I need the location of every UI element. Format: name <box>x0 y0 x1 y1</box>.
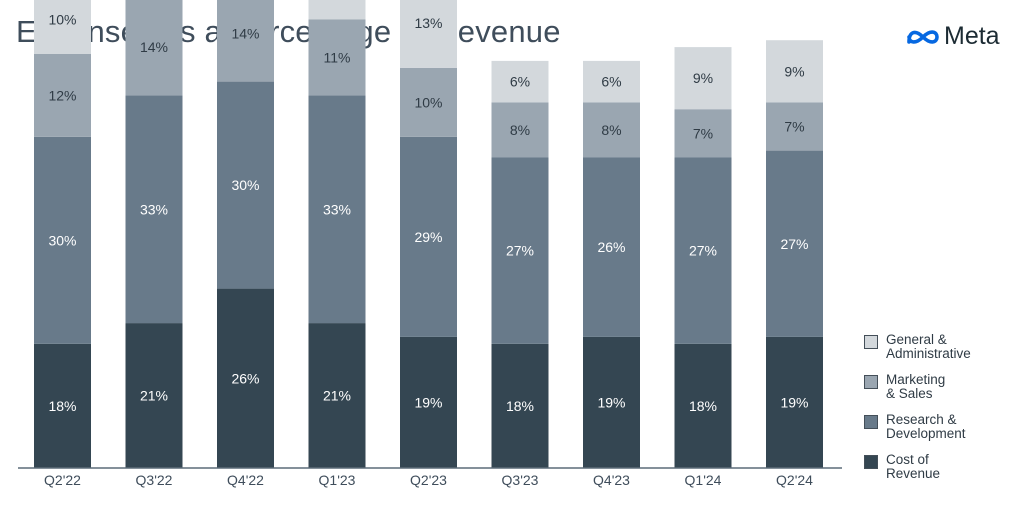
bar-segment-cost_of_revenue <box>491 343 549 468</box>
data-label: 19% <box>780 394 808 410</box>
data-label: 21% <box>140 388 168 404</box>
data-label: 18% <box>689 398 717 414</box>
data-label: 11% <box>324 49 351 65</box>
bar-segment-research_dev <box>125 95 183 324</box>
data-label: 27% <box>506 243 534 259</box>
data-label: 29% <box>414 229 442 245</box>
legend-swatch <box>864 335 878 349</box>
data-label: 7% <box>693 125 713 141</box>
data-label: 8% <box>601 122 621 138</box>
legend-swatch <box>864 375 878 389</box>
x-tick-label: Q3'23 <box>502 472 539 488</box>
brand-logo: Meta <box>906 22 1000 51</box>
bar-segment-cost_of_revenue <box>583 336 640 468</box>
legend-item-marketing_sales: Marketing & Sales <box>864 373 945 401</box>
bar-segment-general_admin <box>491 60 549 103</box>
legend-label: Cost of Revenue <box>886 452 941 481</box>
bar-segment-marketing_sales <box>491 102 549 158</box>
data-label: 26% <box>231 370 259 386</box>
bar-segment-marketing_sales <box>125 0 183 96</box>
bar-segment-research_dev <box>491 157 549 344</box>
data-label: 27% <box>689 243 717 259</box>
bar-segment-cost_of_revenue <box>217 288 274 468</box>
bar-segment-cost_of_revenue <box>400 336 457 468</box>
x-tick-label: Q4'22 <box>227 472 264 488</box>
data-label: 9% <box>693 70 713 86</box>
x-tick-label: Q4'23 <box>593 472 630 488</box>
bar-segment-cost_of_revenue <box>125 323 183 468</box>
data-label: 19% <box>414 394 442 410</box>
x-tick-label: Q2'24 <box>776 472 813 488</box>
legend-swatch <box>864 415 878 429</box>
page-title: Expenses as a Percentage of Revenue <box>16 14 561 49</box>
bar-segment-marketing_sales <box>766 102 823 151</box>
bar-segment-marketing_sales <box>400 67 457 137</box>
bar-segment-general_admin <box>674 47 732 110</box>
bar-segment-cost_of_revenue <box>674 343 732 468</box>
data-label: 6% <box>510 74 530 90</box>
brand-name: Meta <box>944 22 1000 50</box>
bar-segment-research_dev <box>766 150 823 337</box>
bar-segment-cost_of_revenue <box>34 343 91 468</box>
data-label: 14% <box>140 39 168 55</box>
bar-segment-marketing_sales <box>217 0 274 82</box>
bar-segment-general_admin <box>308 0 366 20</box>
legend-swatch <box>864 455 878 469</box>
data-label: 18% <box>506 398 534 414</box>
data-label: 10% <box>414 94 442 110</box>
data-label: 12% <box>48 87 76 103</box>
bar-segment-research_dev <box>217 81 274 289</box>
data-label: 8% <box>510 122 530 138</box>
data-label: 13% <box>414 15 442 31</box>
data-label: 30% <box>48 232 76 248</box>
data-label: 21% <box>323 388 351 404</box>
meta-infinity-logo-icon <box>907 29 939 44</box>
bar-segment-general_admin <box>34 0 91 54</box>
legend-item-general_admin: General & Administrative <box>864 333 971 361</box>
data-label: 10% <box>48 12 76 28</box>
bar-segment-cost_of_revenue <box>766 336 823 468</box>
data-label: 6% <box>601 74 621 90</box>
bar-segment-research_dev <box>400 136 457 337</box>
bar-segment-research_dev <box>674 157 732 344</box>
data-label: 33% <box>323 201 351 217</box>
x-tick-label: Q1'23 <box>319 472 356 488</box>
legend-label: General & Administrative <box>886 332 971 361</box>
data-label: 7% <box>784 118 804 134</box>
data-label: 33% <box>140 201 168 217</box>
bar-segment-general_admin <box>766 40 823 103</box>
x-tick-label: Q2'23 <box>410 472 447 488</box>
bar-segment-marketing_sales <box>674 109 732 158</box>
data-label: 18% <box>48 398 76 414</box>
legend-item-research_dev: Research & Development <box>864 413 966 441</box>
data-label: 14% <box>231 25 259 41</box>
bar-segment-cost_of_revenue <box>308 323 366 468</box>
bar-segment-research_dev <box>583 157 640 337</box>
x-tick-label: Q1'24 <box>685 472 722 488</box>
legend-label: Research & Development <box>886 412 966 441</box>
data-label: 27% <box>780 236 808 252</box>
bar-segment-research_dev <box>308 95 366 324</box>
x-tick-label: Q3'22 <box>136 472 173 488</box>
data-label: 9% <box>784 63 804 79</box>
data-label: 19% <box>597 394 625 410</box>
legend-label: Marketing & Sales <box>886 372 946 401</box>
bar-segment-research_dev <box>34 136 91 344</box>
data-label: 30% <box>231 177 259 193</box>
bar-segment-general_admin <box>400 0 457 68</box>
bar-segment-general_admin <box>583 60 640 103</box>
bar-segment-marketing_sales <box>583 102 640 158</box>
bar-segment-marketing_sales <box>308 19 366 96</box>
legend-item-cost_of_revenue: Cost of Revenue <box>864 453 940 481</box>
data-label: 26% <box>597 239 625 255</box>
bar-segment-marketing_sales <box>34 54 91 137</box>
x-tick-label: Q2'22 <box>44 472 81 488</box>
